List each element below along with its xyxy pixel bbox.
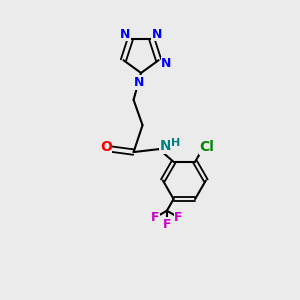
Text: F: F [163, 218, 171, 231]
Text: F: F [151, 211, 160, 224]
Text: Cl: Cl [200, 140, 214, 154]
Text: N: N [134, 76, 145, 89]
Text: N: N [152, 28, 163, 41]
Text: O: O [100, 140, 112, 154]
Text: N: N [160, 139, 171, 153]
Text: N: N [161, 57, 172, 70]
Text: F: F [174, 211, 183, 224]
Text: N: N [120, 28, 130, 41]
Text: H: H [171, 137, 180, 148]
